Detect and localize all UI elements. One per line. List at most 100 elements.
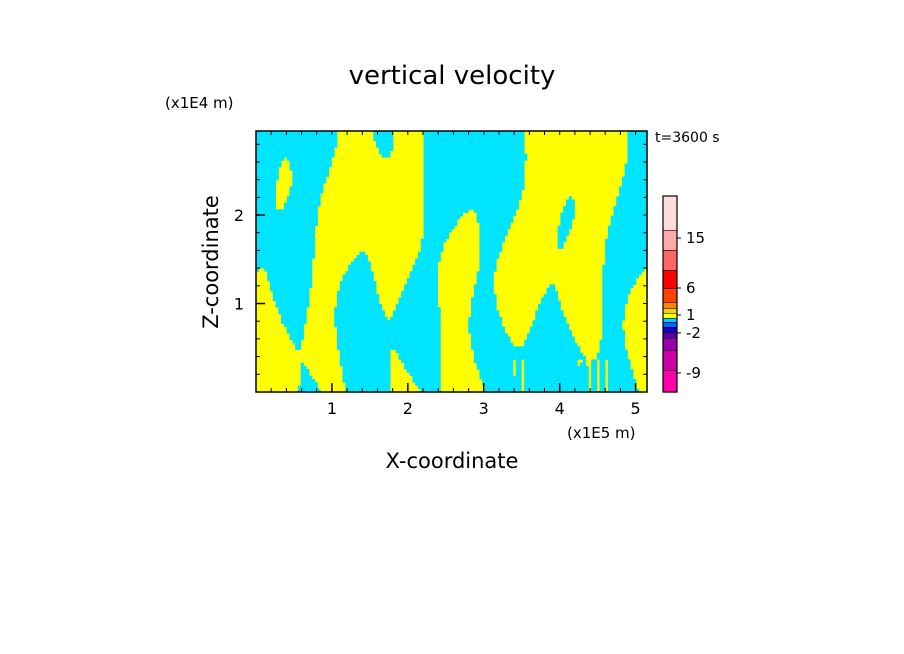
negative-region <box>350 261 371 266</box>
negative-region <box>256 268 260 272</box>
negative-region <box>515 372 522 377</box>
negative-region <box>256 238 316 243</box>
negative-region <box>256 163 282 168</box>
negative-region <box>515 362 522 367</box>
negative-region <box>602 264 647 269</box>
chart-title: vertical velocity <box>349 61 556 91</box>
negative-region <box>289 186 324 191</box>
negative-region <box>599 343 626 347</box>
negative-region <box>566 199 575 204</box>
negative-region <box>272 297 310 302</box>
negative-region <box>256 215 318 220</box>
negative-region <box>627 157 647 161</box>
negative-region <box>524 339 575 344</box>
colorbar-segment <box>662 249 678 271</box>
negative-region <box>423 179 525 184</box>
negative-region <box>264 268 313 272</box>
negative-region <box>624 166 647 171</box>
negative-region <box>292 339 302 344</box>
negative-region <box>423 150 525 155</box>
negative-region <box>524 372 589 377</box>
negative-region <box>376 144 394 148</box>
negative-region <box>423 199 519 204</box>
negative-region <box>256 157 285 161</box>
negative-region <box>348 268 371 272</box>
negative-region <box>557 232 570 236</box>
negative-region <box>423 225 455 230</box>
negative-region <box>560 222 572 227</box>
negative-region <box>381 153 391 158</box>
negative-region <box>476 219 514 223</box>
negative-region <box>423 196 522 200</box>
negative-region <box>334 320 441 324</box>
negative-region <box>289 333 304 337</box>
negative-region <box>267 274 313 279</box>
negative-region <box>412 378 441 383</box>
negative-region <box>406 277 438 282</box>
negative-region <box>471 307 497 311</box>
negative-region <box>336 343 441 347</box>
negative-region <box>524 365 589 370</box>
negative-region <box>378 147 394 151</box>
negative-region <box>420 238 447 243</box>
colorbar-segment <box>662 229 678 251</box>
negative-region <box>479 248 503 253</box>
negative-region <box>423 228 452 233</box>
negative-region <box>607 232 647 236</box>
negative-region <box>599 375 606 380</box>
x-tick-label: 3 <box>479 399 489 418</box>
negative-region <box>602 294 628 298</box>
negative-region <box>619 186 647 191</box>
negative-region <box>568 196 572 200</box>
negative-region <box>256 196 276 200</box>
negative-region <box>473 359 514 364</box>
x-tick-label: 4 <box>555 399 565 418</box>
negative-region <box>339 356 391 360</box>
negative-region <box>579 362 586 367</box>
negative-region <box>423 232 450 236</box>
negative-region <box>540 297 559 302</box>
negative-region <box>256 232 316 236</box>
negative-region <box>563 209 575 213</box>
negative-region <box>289 192 321 197</box>
negative-region <box>599 365 606 370</box>
negative-region <box>515 365 522 370</box>
negative-region <box>256 228 316 233</box>
y-unit-label: (x1E4 m) <box>165 94 234 112</box>
negative-region <box>423 183 525 187</box>
negative-region <box>395 307 441 311</box>
negative-region <box>286 199 321 204</box>
negative-region <box>602 333 626 337</box>
negative-region <box>602 326 623 331</box>
negative-region <box>596 352 628 357</box>
negative-region <box>401 294 438 298</box>
negative-region <box>423 153 528 158</box>
negative-region <box>423 212 464 217</box>
negative-region <box>423 209 469 213</box>
negative-region <box>599 385 606 390</box>
colorbar: 15 6 1-2 -9 <box>662 195 705 393</box>
negative-region <box>272 294 310 298</box>
x-unit-label: (x1E5 m) <box>567 424 636 442</box>
negative-region <box>353 258 369 262</box>
negative-region <box>605 248 647 253</box>
negative-region <box>300 375 313 380</box>
negative-region <box>359 251 366 256</box>
x-axis-ticks: 1 2 3 4 5 <box>327 383 641 418</box>
negative-region <box>292 179 327 184</box>
negative-region <box>292 183 324 187</box>
negative-region <box>610 215 647 220</box>
negative-region <box>602 330 626 334</box>
negative-region <box>627 137 647 142</box>
negative-region <box>479 232 508 236</box>
negative-region <box>334 307 383 311</box>
negative-region <box>479 222 511 227</box>
negative-region <box>591 372 598 377</box>
negative-region <box>409 271 438 275</box>
negative-region <box>256 222 318 227</box>
negative-region <box>292 173 330 178</box>
negative-region <box>602 316 626 321</box>
negative-region <box>267 271 313 275</box>
negative-region <box>398 297 438 302</box>
negative-region <box>524 375 589 380</box>
